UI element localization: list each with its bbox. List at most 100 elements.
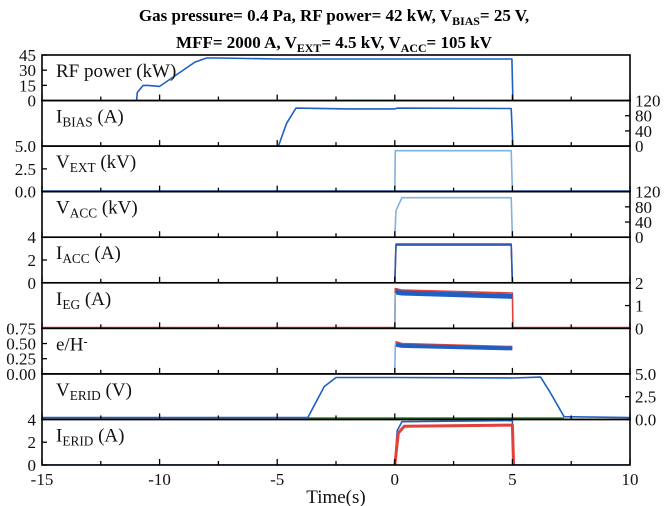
panel-label-i-erid: IERID (A) <box>56 425 125 448</box>
x-tick-label: -15 <box>31 470 54 489</box>
x-tick-label: 5 <box>508 470 517 489</box>
y-tick-label: 5.0 <box>15 137 36 156</box>
text-run: V <box>56 198 70 219</box>
text-run: (kV) <box>97 198 138 219</box>
text-run: I <box>56 425 62 446</box>
series-group <box>135 57 514 101</box>
text-run: (kV) <box>96 152 137 173</box>
panel-label-i-eg: IEG (A) <box>56 289 111 312</box>
y-tick-label: 2 <box>635 274 644 293</box>
y-tick-label: 0 <box>635 137 644 156</box>
y-tick-label: 120 <box>635 92 661 111</box>
series-group <box>42 287 630 329</box>
y-tick-label: 15 <box>19 76 36 95</box>
subscript: EG <box>62 297 80 312</box>
text-run: = 25 V, <box>480 6 529 25</box>
panel-frame <box>41 236 631 284</box>
text-run: I <box>56 107 62 128</box>
text-run: e/H <box>56 334 84 355</box>
y-tick-label: 0 <box>28 92 37 111</box>
panel-frame <box>41 99 631 147</box>
panel-label-rf-power: RF power (kW) <box>56 61 176 82</box>
y-tick-label: 4 <box>28 410 37 429</box>
y-tick-label: 4 <box>28 228 37 247</box>
y-tick-label: 80 <box>635 107 652 126</box>
series-line-blue <box>135 57 514 101</box>
panel-label-v-ext: VEXT (kV) <box>56 152 136 175</box>
series-group <box>394 340 513 374</box>
y-tick-label: 45 <box>19 46 36 65</box>
subscript: ERID <box>70 388 101 403</box>
series-group <box>394 243 514 283</box>
x-axis-title: Time(s) <box>306 487 365 506</box>
subscript: EXT <box>70 160 96 175</box>
text-run: (V) <box>101 380 132 401</box>
y-tick-label: 5.0 <box>635 365 656 384</box>
text-run: V <box>56 152 70 173</box>
text-run: (A) <box>90 243 121 264</box>
y-tick-label: 40 <box>635 122 652 141</box>
chart-title-line-2: MFF= 2000 A, VEXT= 4.5 kV, VACC= 105 kV <box>176 33 493 55</box>
series-line-blue <box>277 107 514 147</box>
y-tick-label: 2 <box>28 251 37 270</box>
y-tick-label: 0 <box>28 274 37 293</box>
subscript: ACC <box>401 41 427 55</box>
y-tick-label: 2 <box>28 433 37 452</box>
panel-e-h-ratio: 0.000.250.500.75 e/H- <box>6 319 631 384</box>
y-tick-label: 30 <box>19 61 36 80</box>
series-line-light_blue <box>394 149 514 192</box>
panel-label-i-acc: IACC (A) <box>56 243 121 266</box>
subscript: ERID <box>62 433 93 448</box>
y-tick-label: 80 <box>635 198 652 217</box>
text-run: Gas pressure= 0.4 Pa, RF power= 42 kW, V <box>139 6 453 25</box>
panel-i-erid: 0 2 4 IERID (A) <box>28 410 631 475</box>
text-run: = 4.5 kV, V <box>321 33 401 52</box>
x-tick-label: 10 <box>622 470 639 489</box>
series-line-red <box>42 287 630 329</box>
y-tick-label: 0 <box>28 456 37 475</box>
series-line-blue <box>42 419 630 466</box>
text-run: V <box>56 380 70 401</box>
text-run: MFF= 2000 A, V <box>176 33 298 52</box>
x-tick-label: -5 <box>270 470 284 489</box>
series-line-blue <box>394 289 513 299</box>
series-line-blue <box>42 376 630 419</box>
y-tick-label: 0 <box>635 228 644 247</box>
text-run: (A) <box>93 107 124 128</box>
subscript: BIAS <box>62 114 92 129</box>
y-tick-label: 2.5 <box>635 388 656 407</box>
series-line-blue <box>394 243 514 283</box>
y-tick-label: 0.50 <box>6 335 36 354</box>
text-run: I <box>56 243 62 264</box>
series-line-red <box>394 244 514 283</box>
superscript: - <box>83 334 87 348</box>
panel-label-i-bias: IBIAS (A) <box>56 107 124 130</box>
x-tick-label: -10 <box>148 470 171 489</box>
y-tick-label: 0 <box>635 319 644 338</box>
subscript: BIAS <box>452 14 480 28</box>
series-group <box>42 419 630 466</box>
text-run: (A) <box>80 289 111 310</box>
y-tick-label: 40 <box>635 213 652 232</box>
y-tick-label: 2.5 <box>15 160 36 179</box>
y-tick-label: 1 <box>635 297 644 316</box>
panel-frame <box>41 281 631 330</box>
text-run: I <box>56 289 62 310</box>
subscript: EXT <box>297 41 322 55</box>
series-group <box>394 196 514 238</box>
series-line-red <box>393 423 516 466</box>
y-tick-label: 0.0 <box>635 410 656 429</box>
subscript: ACC <box>70 206 97 221</box>
panel-label-v-erid: VERID (V) <box>56 380 132 403</box>
panel-frame <box>41 418 631 466</box>
y-tick-label: 0.0 <box>15 183 36 202</box>
panel-frame <box>41 327 631 375</box>
x-tick-label: 0 <box>391 470 400 489</box>
y-tick-label: 120 <box>635 183 661 202</box>
panel-label-v-acc: VACC (kV) <box>56 198 138 221</box>
y-tick-label: 0.75 <box>6 319 36 338</box>
series-line-light_blue <box>394 196 514 238</box>
chart-title-line-1: Gas pressure= 0.4 Pa, RF power= 42 kW, V… <box>139 6 529 28</box>
y-tick-label: 0.00 <box>6 365 36 384</box>
